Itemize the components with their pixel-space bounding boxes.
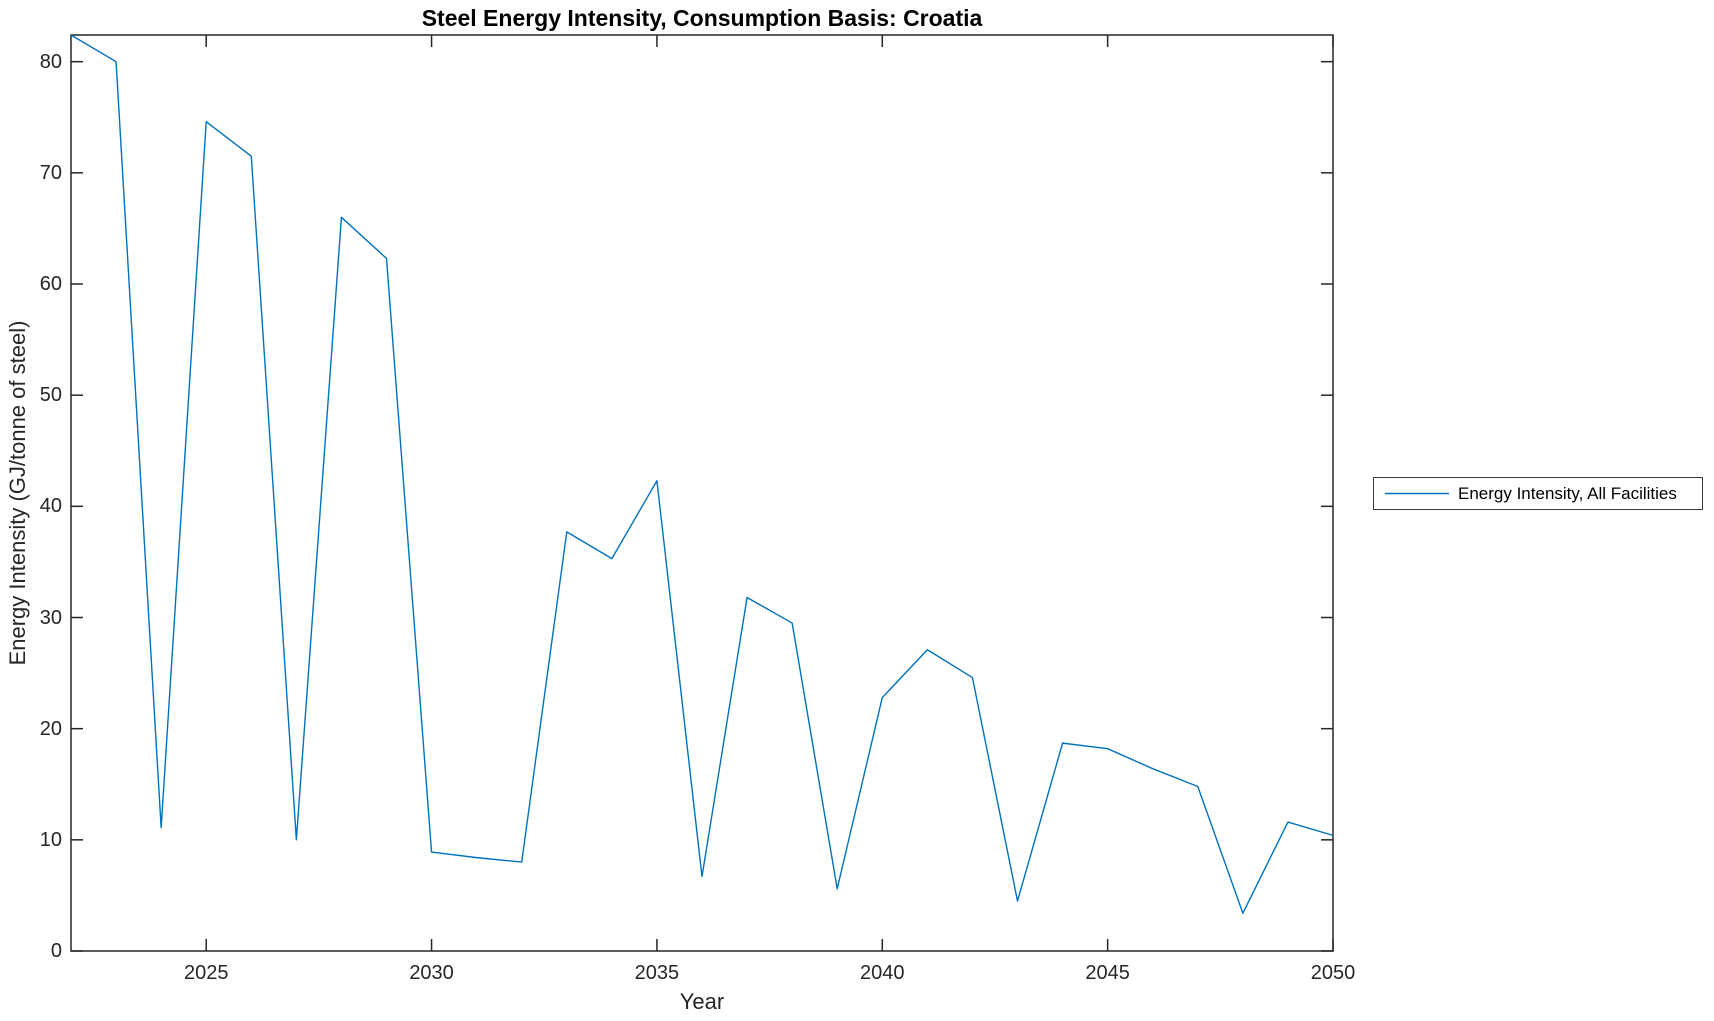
x-axis-label: Year bbox=[679, 989, 725, 1014]
energy-intensity-line bbox=[70, 34, 1334, 914]
legend: Energy Intensity, All Facilities bbox=[1373, 477, 1703, 510]
legend-entry-label: Energy Intensity, All Facilities bbox=[1458, 483, 1677, 503]
legend-line-sample-icon bbox=[1385, 492, 1449, 495]
axes-box bbox=[70, 34, 1334, 952]
chart-title: Steel Energy Intensity, Consumption Basi… bbox=[421, 5, 983, 31]
